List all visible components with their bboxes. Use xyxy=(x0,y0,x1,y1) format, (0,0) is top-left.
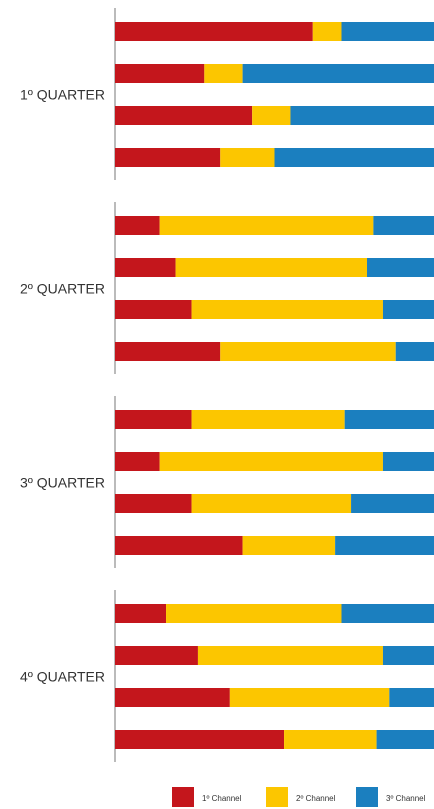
bar-segment-3 xyxy=(382,646,434,665)
bar-segment-2 xyxy=(229,688,390,707)
group-label: 1º QUARTER xyxy=(20,87,105,103)
bar-segment-3 xyxy=(382,300,434,319)
legend-label: 3º Channel xyxy=(386,794,426,803)
bar-segment-1 xyxy=(115,604,167,623)
bar-segment-2 xyxy=(284,730,377,749)
bar-segment-2 xyxy=(159,216,374,235)
bar-segment-2 xyxy=(220,148,275,167)
bar-segment-3 xyxy=(341,604,434,623)
bar-segment-2 xyxy=(204,64,243,83)
bar-segment-1 xyxy=(115,64,205,83)
bar-segment-1 xyxy=(115,494,192,513)
bar-segment-3 xyxy=(242,64,434,83)
bar-segment-2 xyxy=(191,410,345,429)
bar-segment-3 xyxy=(395,342,434,361)
bar-segment-2 xyxy=(191,494,352,513)
bar-segment-1 xyxy=(115,536,243,555)
bar-segment-3 xyxy=(376,730,434,749)
group-label: 4º QUARTER xyxy=(20,669,105,685)
bar-segment-1 xyxy=(115,730,285,749)
bar-segment-3 xyxy=(344,410,434,429)
bar-segment-1 xyxy=(115,148,221,167)
bar-segment-2 xyxy=(175,258,368,277)
bar-segment-2 xyxy=(312,22,342,41)
bar-segment-3 xyxy=(274,148,434,167)
bar-segment-2 xyxy=(159,452,383,471)
bar-segment-2 xyxy=(242,536,336,555)
bar-segment-3 xyxy=(382,452,434,471)
bar-segment-3 xyxy=(373,216,434,235)
bar-segment-2 xyxy=(220,342,396,361)
bar-segment-1 xyxy=(115,216,160,235)
bar-segment-3 xyxy=(351,494,434,513)
bar-segment-1 xyxy=(115,106,253,125)
group-label: 3º QUARTER xyxy=(20,475,105,491)
bar-segment-2 xyxy=(197,646,383,665)
bar-segment-3 xyxy=(335,536,434,555)
bar-segment-1 xyxy=(115,300,192,319)
bar-segment-1 xyxy=(115,258,176,277)
bar-segment-2 xyxy=(191,300,383,319)
bar-segment-1 xyxy=(115,688,230,707)
bar-segment-1 xyxy=(115,410,192,429)
bar-segment-1 xyxy=(115,452,160,471)
bar-segment-1 xyxy=(115,342,221,361)
bar-segment-1 xyxy=(115,646,198,665)
bar-segment-3 xyxy=(341,22,434,41)
legend-swatch xyxy=(356,787,378,807)
bar-segment-3 xyxy=(290,106,434,125)
bar-segment-3 xyxy=(367,258,434,277)
bar-segment-2 xyxy=(166,604,342,623)
group-label: 2º QUARTER xyxy=(20,281,105,297)
bar-segment-1 xyxy=(115,22,313,41)
bar-segment-2 xyxy=(252,106,291,125)
legend-swatch xyxy=(172,787,194,807)
legend-label: 1º Channel xyxy=(202,794,242,803)
legend-label: 2º Channel xyxy=(296,794,336,803)
bar-segment-3 xyxy=(389,688,434,707)
legend-swatch xyxy=(266,787,288,807)
